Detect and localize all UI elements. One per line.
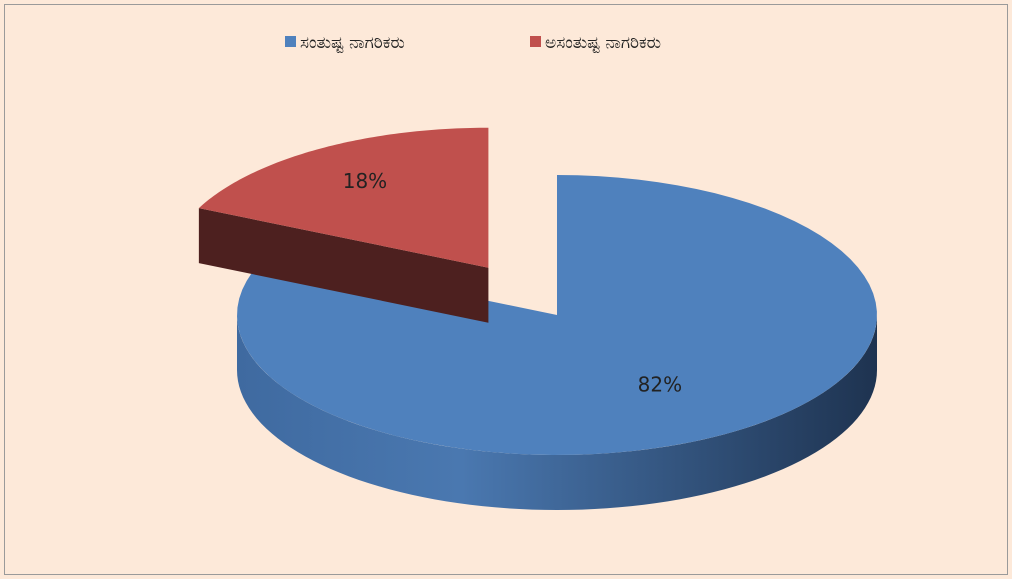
legend-label: ಅಸಂತುಷ್ಟ ನಾಗರಿಕರು xyxy=(545,33,661,53)
legend-label: ಸಂತುಷ್ಟ ನಾಗರಿಕರು xyxy=(300,33,405,53)
data-label: 18% xyxy=(343,169,387,193)
chart-border xyxy=(4,4,1008,575)
data-label: 82% xyxy=(638,372,682,396)
pie: 82% 18% xyxy=(198,127,877,510)
legend: ಸಂತುಷ್ಟ ನಾಗರಿಕರು ಅಸಂತುಷ್ಟ ನಾಗರಿಕರು xyxy=(285,33,661,53)
slice-top xyxy=(237,175,877,455)
slice-side xyxy=(237,315,877,510)
slice: 82% xyxy=(237,175,877,510)
slice-cut-face xyxy=(198,208,489,323)
legend-swatch xyxy=(530,36,541,47)
slice-top xyxy=(198,127,489,268)
slice: 18% xyxy=(198,127,489,323)
legend-swatch xyxy=(285,36,296,47)
